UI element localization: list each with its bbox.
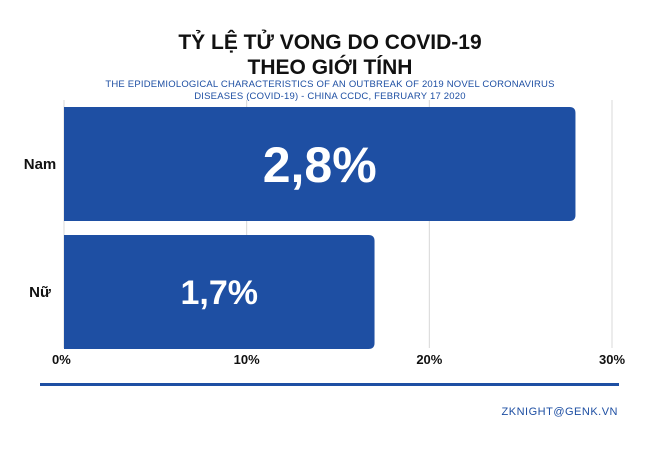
x-tick-label: 20% bbox=[416, 352, 442, 367]
chart-title: TỶ LỆ TỬ VONG DO COVID-19 THEO GIỚI TÍNH bbox=[0, 30, 660, 80]
x-tick-label: 0% bbox=[52, 352, 71, 367]
category-label: Nam bbox=[24, 156, 57, 173]
chart-subtitle: THE EPIDEMIOLOGICAL CHARACTERISTICS OF A… bbox=[0, 79, 660, 103]
bar bbox=[64, 235, 375, 349]
footer-divider bbox=[40, 383, 619, 386]
title-line-1: TỶ LỆ TỬ VONG DO COVID-19 bbox=[178, 31, 482, 54]
subtitle-line-2: DISEASES (COVID-19) - CHINA CCDC, FEBRUA… bbox=[194, 91, 466, 102]
category-label: Nữ bbox=[29, 284, 51, 301]
data-label: 1,7% bbox=[181, 274, 259, 312]
credit-text: ZKNIGHT@GENK.VN bbox=[501, 406, 618, 418]
bar bbox=[64, 107, 576, 221]
x-tick-label: 10% bbox=[234, 352, 260, 367]
x-tick-label: 30% bbox=[599, 352, 625, 367]
subtitle-line-1: THE EPIDEMIOLOGICAL CHARACTERISTICS OF A… bbox=[105, 79, 555, 90]
data-label: 2,8% bbox=[263, 137, 377, 193]
title-line-2: THEO GIỚI TÍNH bbox=[247, 56, 413, 79]
